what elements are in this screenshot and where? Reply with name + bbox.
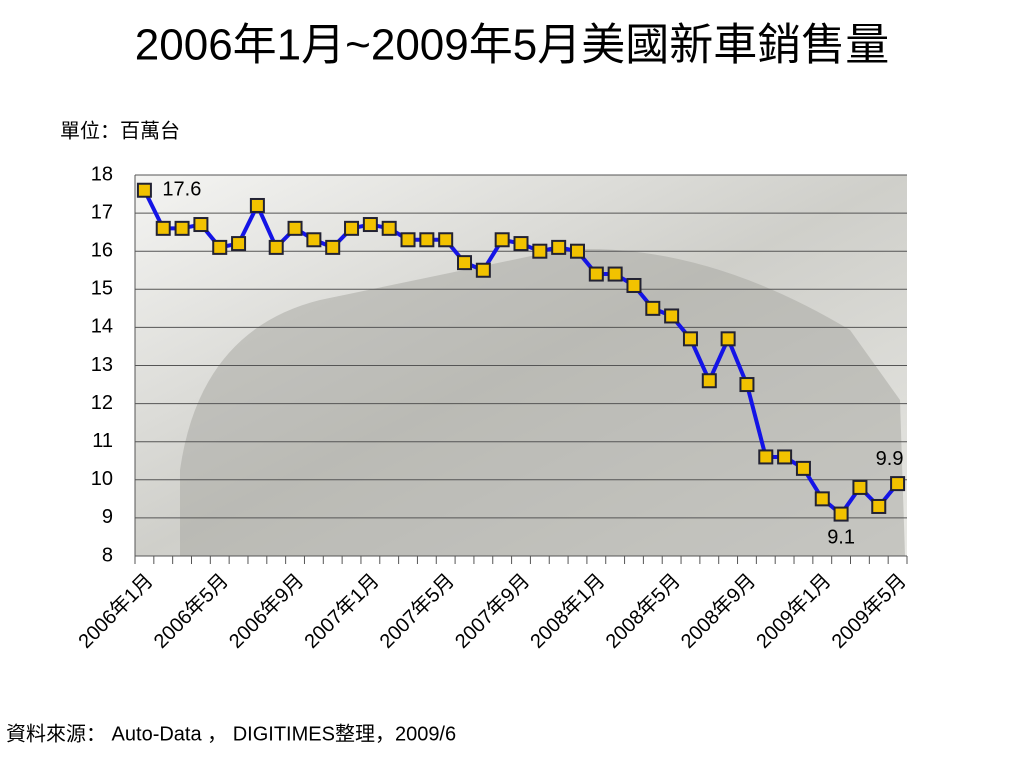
- marker: [494, 232, 510, 248]
- marker: [438, 232, 454, 248]
- x-tick-label: 2007年9月: [450, 569, 534, 653]
- marker: [306, 232, 322, 248]
- y-tick-label: 18: [91, 163, 113, 185]
- marker: [325, 239, 341, 255]
- marker: [569, 243, 585, 259]
- marker: [419, 232, 435, 248]
- y-tick-label: 16: [91, 239, 113, 261]
- marker: [739, 377, 755, 393]
- y-tick-label: 17: [91, 201, 113, 223]
- marker: [777, 449, 793, 465]
- marker: [362, 217, 378, 233]
- marker: [682, 331, 698, 347]
- data-label: 9.1: [827, 526, 855, 548]
- x-tick-label: 2006年9月: [224, 569, 308, 653]
- marker: [871, 498, 887, 514]
- marker: [513, 236, 529, 252]
- data-label: 9.9: [876, 448, 904, 470]
- marker: [136, 182, 152, 198]
- x-tick-label: 2009年1月: [752, 569, 836, 653]
- chart-title: 2006年1月~2009年5月美國新車銷售量: [135, 21, 889, 70]
- marker: [287, 220, 303, 236]
- marker: [400, 232, 416, 248]
- marker: [457, 255, 473, 271]
- marker: [174, 220, 190, 236]
- marker: [475, 262, 491, 278]
- y-tick-label: 8: [102, 544, 113, 566]
- marker: [626, 277, 642, 293]
- y-tick-label: 15: [91, 278, 113, 300]
- x-tick-label: 2008年9月: [676, 569, 760, 653]
- marker: [532, 243, 548, 259]
- marker: [720, 331, 736, 347]
- marker: [588, 266, 604, 282]
- source-note: 資料來源： Auto-Data ， DIGITIMES整理，2009/6: [6, 722, 456, 745]
- marker: [701, 373, 717, 389]
- marker: [758, 449, 774, 465]
- marker: [890, 476, 906, 492]
- marker: [344, 220, 360, 236]
- marker: [249, 197, 265, 213]
- y-tick-label: 14: [91, 316, 113, 338]
- y-tick-label: 13: [91, 354, 113, 376]
- x-tick-label: 2009年5月: [827, 569, 911, 653]
- y-tick-label: 10: [91, 468, 113, 490]
- x-tick-label: 2006年5月: [149, 569, 233, 653]
- marker: [852, 479, 868, 495]
- marker: [814, 491, 830, 507]
- y-tick-label: 9: [102, 506, 113, 528]
- marker: [268, 239, 284, 255]
- marker: [795, 460, 811, 476]
- x-tick-label: 2006年1月: [74, 569, 158, 653]
- marker: [645, 300, 661, 316]
- marker: [155, 220, 171, 236]
- x-tick-label: 2007年5月: [375, 569, 459, 653]
- unit-label: 單位：百萬台: [60, 119, 180, 142]
- marker: [607, 266, 623, 282]
- y-tick-label: 11: [92, 430, 113, 452]
- marker: [381, 220, 397, 236]
- marker: [664, 308, 680, 324]
- marker: [551, 239, 567, 255]
- marker: [193, 217, 209, 233]
- x-tick-label: 2008年1月: [526, 569, 610, 653]
- marker: [833, 506, 849, 522]
- x-tick-label: 2007年1月: [300, 569, 384, 653]
- y-tick-label: 12: [91, 392, 113, 414]
- marker: [212, 239, 228, 255]
- data-label: 17.6: [162, 179, 201, 201]
- marker: [231, 236, 247, 252]
- x-tick-label: 2008年5月: [601, 569, 685, 653]
- car-photo: [180, 249, 905, 556]
